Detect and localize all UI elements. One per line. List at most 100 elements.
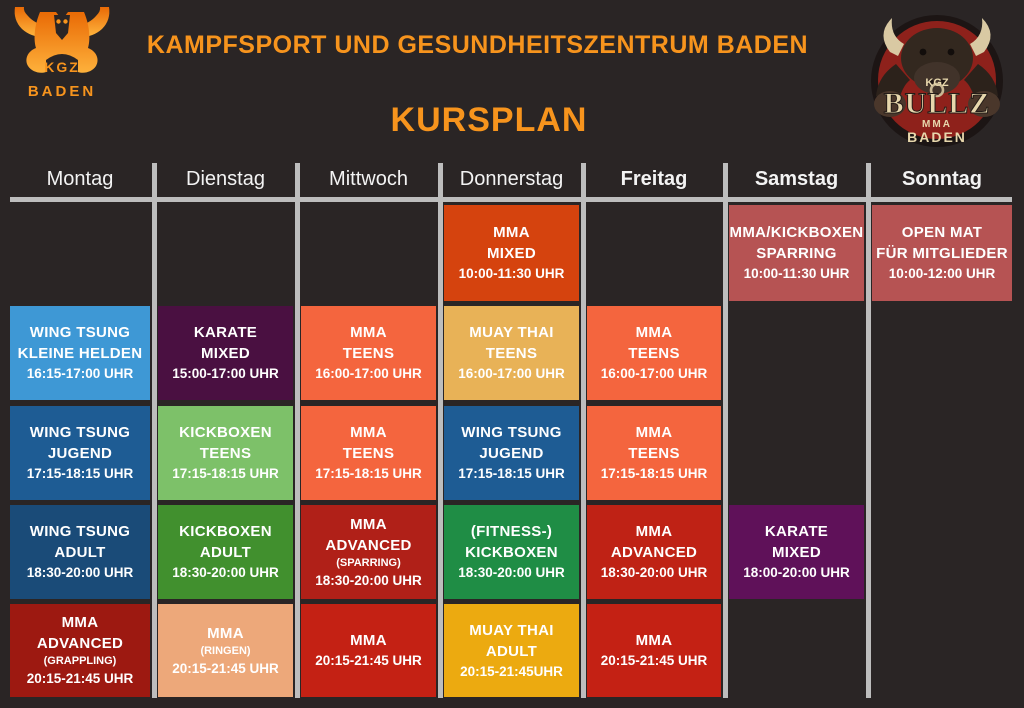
course-cell-mittwoch-r4: MMA 20:15-21:45 UHR — [301, 604, 436, 697]
course-time: 20:15-21:45 UHR — [26, 671, 134, 686]
day-header-donnerstag: Donnerstag — [459, 168, 564, 190]
course-cell-montag-r3: WING TSUNG ADULT 18:30-20:00 UHR — [10, 505, 150, 599]
course-name-line: WING TSUNG — [29, 424, 131, 441]
course-cell-donnerstag-r3: (FITNESS-) KICKBOXEN 18:30-20:00 UHR — [444, 505, 579, 599]
course-time: 18:30-20:00 UHR — [315, 572, 422, 588]
bullz-baden-text: BADEN — [907, 129, 967, 145]
course-name-line: MMA/KICKBOXEN — [729, 224, 864, 241]
course-name-line: JUGEND — [479, 445, 544, 462]
day-header-dienstag: Dienstag — [186, 168, 265, 190]
course-note: (RINGEN) — [200, 644, 251, 657]
course-name-line: KICKBOXEN — [179, 523, 272, 540]
course-time: 20:15-21:45 UHR — [600, 653, 708, 668]
bull-head-icon — [14, 7, 110, 77]
course-name-line: MMA — [350, 515, 387, 533]
course-name-line: WING TSUNG — [461, 424, 562, 441]
course-name-line: MMA — [350, 424, 387, 441]
course-time: 16:00-17:00 UHR — [458, 366, 565, 381]
course-time: 10:00-11:30 UHR — [743, 266, 850, 281]
course-name-line: SPARRING — [756, 245, 837, 262]
course-cell-mittwoch-r3: MMA ADVANCED (SPARRING) 18:30-20:00 UHR — [301, 505, 436, 599]
day-header-mittwoch: Mittwoch — [329, 168, 408, 190]
bullz-mma-text: MMA — [922, 119, 952, 130]
course-cell-dienstag-r3: KICKBOXEN ADULT 18:30-20:00 UHR — [158, 505, 293, 599]
course-cell-donnerstag-r1: MUAY THAI TEENS 16:00-17:00 UHR — [444, 306, 579, 400]
course-time: 17:15-18:15 UHR — [26, 466, 134, 481]
course-time: 18:30-20:00 UHR — [26, 565, 134, 580]
course-time: 17:15-18:15 UHR — [172, 466, 279, 481]
course-name-line: MMA — [635, 523, 673, 540]
course-cell-donnerstag-r4: MUAY THAI ADULT 20:15-21:45UHR — [444, 604, 579, 697]
course-note: (SPARRING) — [336, 556, 401, 569]
course-name-line: ADULT — [485, 642, 538, 660]
course-time: 18:00-20:00 UHR — [743, 565, 850, 580]
course-time: 20:15-21:45UHR — [460, 663, 563, 679]
course-name-line: TEENS — [485, 345, 538, 362]
course-time: 20:15-21:45 UHR — [315, 653, 422, 668]
course-time: 10:00-12:00 UHR — [888, 266, 996, 281]
course-cell-freitag-r4: MMA 20:15-21:45 UHR — [587, 604, 721, 697]
bullz-kgz-text: KGZ — [925, 77, 949, 89]
course-cell-freitag-r1: MMA TEENS 16:00-17:00 UHR — [587, 306, 721, 400]
course-name-line: ADULT — [199, 544, 252, 561]
grid-header-line — [10, 197, 1012, 202]
course-name-line: ADVANCED — [610, 544, 698, 561]
course-time: 17:15-18:15 UHR — [600, 466, 708, 481]
course-name-line: ADULT — [54, 544, 106, 561]
course-name-line: MMA — [61, 614, 99, 631]
course-cell-dienstag-r2: KICKBOXEN TEENS 17:15-18:15 UHR — [158, 406, 293, 500]
course-name-line: MIXED — [486, 245, 536, 262]
grid-vline-1 — [295, 163, 300, 698]
kgz-logo: KGZ BADEN — [14, 7, 110, 100]
course-cell-montag-r1: WING TSUNG KLEINE HELDEN 16:15-17:00 UHR — [10, 306, 150, 400]
course-name-line: TEENS — [628, 445, 680, 462]
course-name-line: MMA — [635, 632, 673, 649]
page-title: KAMPFSPORT UND GESUNDHEITSZENTRUM BADEN — [146, 31, 809, 59]
course-name-line: WING TSUNG — [29, 324, 131, 341]
course-name-line: MMA — [493, 224, 530, 241]
course-cell-freitag-r2: MMA TEENS 17:15-18:15 UHR — [587, 406, 721, 500]
course-cell-dienstag-r4: MMA (RINGEN) 20:15-21:45 UHR — [158, 604, 293, 697]
kursplan-heading: KURSPLAN — [390, 101, 588, 139]
day-header-sonntag: Sonntag — [902, 168, 982, 190]
course-name-line: MMA — [207, 624, 244, 642]
grid-vline-0 — [152, 163, 157, 698]
course-name-line: MMA — [635, 424, 673, 441]
course-cell-donnerstag-r0: MMA MIXED 10:00-11:30 UHR — [444, 205, 579, 301]
day-header-samstag: Samstag — [754, 168, 839, 190]
course-time: 20:15-21:45 UHR — [172, 660, 279, 676]
course-name-line: KLEINE HELDEN — [17, 345, 143, 362]
course-cell-samstag-r3: KARATE MIXED 18:00-20:00 UHR — [729, 505, 864, 599]
course-name-line: TEENS — [342, 445, 395, 462]
course-name-line: TEENS — [628, 345, 680, 362]
course-name-line: KICKBOXEN — [179, 424, 272, 441]
grid-vline-3 — [581, 163, 586, 698]
course-name-line: MUAY THAI — [469, 621, 554, 639]
course-name-line: MMA — [350, 324, 387, 341]
course-name-line: MMA — [350, 632, 387, 649]
course-time: 18:30-20:00 UHR — [458, 565, 565, 580]
course-time: 17:15-18:15 UHR — [458, 466, 565, 481]
course-time: 15:00-17:00 UHR — [172, 366, 279, 381]
bullz-name-text: BULLZ — [884, 87, 991, 120]
course-name-line: KICKBOXEN — [465, 544, 558, 561]
course-name-line: MUAY THAI — [469, 324, 554, 341]
course-name-line: MIXED — [200, 345, 250, 362]
grid-vline-5 — [866, 163, 871, 698]
kgz-logo-city: BADEN — [28, 83, 96, 100]
course-cell-montag-r2: WING TSUNG JUGEND 17:15-18:15 UHR — [10, 406, 150, 500]
course-time: 10:00-11:30 UHR — [458, 266, 565, 281]
course-name-line: JUGEND — [47, 445, 113, 462]
day-header-montag: Montag — [46, 168, 114, 190]
course-name-line: TEENS — [342, 345, 395, 362]
course-cell-dienstag-r1: KARATE MIXED 15:00-17:00 UHR — [158, 306, 293, 400]
bullz-logo: KGZ BULLZ MMA BADEN — [871, 15, 1003, 147]
kgz-logo-text: KGZ — [44, 59, 80, 75]
course-time: 16:15-17:00 UHR — [26, 366, 134, 381]
course-cell-montag-r4: MMA ADVANCED (GRAPPLING) 20:15-21:45 UHR — [10, 604, 150, 697]
course-cell-donnerstag-r2: WING TSUNG JUGEND 17:15-18:15 UHR — [444, 406, 579, 500]
grid-vline-2 — [438, 163, 443, 698]
course-time: 16:00-17:00 UHR — [315, 366, 422, 381]
course-cell-freitag-r3: MMA ADVANCED 18:30-20:00 UHR — [587, 505, 721, 599]
